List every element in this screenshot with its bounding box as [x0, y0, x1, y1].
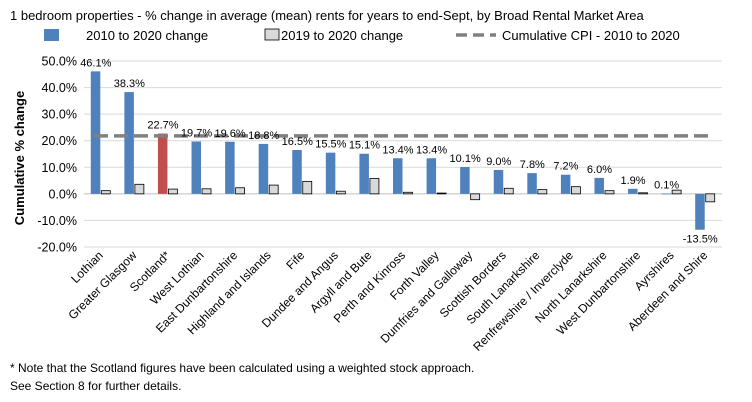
bar-2019-2020 — [470, 193, 481, 201]
y-tick-label: 20.0% — [42, 134, 77, 148]
axes: -20.0% -10.0% 0.0% 10.0% 20.0% 30.0% 40.0% 50.0… — [37, 55, 722, 255]
bar-2019-2020 — [201, 188, 212, 195]
bar-2019-2020 — [235, 187, 246, 195]
y-axis-label: Cumulative % change — [12, 91, 27, 225]
y-tick-label: 10.0% — [42, 161, 77, 175]
bar-2010-2020 — [527, 173, 537, 194]
legend-label-2010-2020: 2010 to 2020 change — [86, 28, 208, 43]
bar-2019-2020 — [570, 186, 581, 195]
bar-2019-2020 — [638, 192, 648, 195]
bar-2019-2020 — [100, 190, 111, 195]
legend: 2010 to 2020 change 2019 to 2020 change Cu… — [44, 28, 680, 43]
y-tick-label: -20.0% — [37, 241, 77, 255]
y-tick-label: 50.0% — [42, 55, 77, 69]
bar-2010-2020 — [560, 174, 571, 194]
bar-2010-2020 — [90, 71, 101, 194]
bar-2010-2020 — [191, 141, 202, 194]
legend-label-2019-2020: 2019 to 2020 change — [281, 28, 403, 43]
bar-2010-2020 — [225, 141, 235, 194]
y-tick-label: 0.0% — [49, 187, 78, 201]
bar-2010-2020 — [292, 150, 302, 194]
bar-2019-2020 — [168, 188, 178, 195]
data-label: 19.7% — [181, 128, 212, 140]
data-label: 10.1% — [450, 153, 481, 165]
data-label: 7.2% — [553, 161, 578, 173]
y-tick-label: -10.0% — [37, 214, 77, 228]
bar-2019-2020 — [335, 190, 346, 195]
data-label: 15.5% — [315, 139, 346, 151]
bar-2010-2020 — [393, 158, 403, 194]
data-label: 22.7% — [147, 120, 178, 132]
bars — [90, 71, 716, 230]
bar-2010-2020 — [460, 167, 470, 194]
bar-2019-2020 — [134, 183, 145, 195]
bar-2010-2020 — [594, 177, 604, 194]
bar-2019-2020 — [671, 189, 682, 195]
bar-2019-2020 — [604, 190, 615, 195]
bar-2019-2020 — [302, 180, 313, 195]
data-label: 13.4% — [416, 144, 447, 156]
bar-2010-2020 — [426, 158, 437, 194]
bar-2010-2020 — [695, 193, 705, 230]
bar-2019-2020 — [705, 193, 716, 203]
gridlines — [84, 60, 722, 248]
bar-2010-2020 — [661, 193, 672, 195]
bar-2010-2020 — [628, 188, 638, 194]
data-label: 7.8% — [520, 159, 545, 171]
bar-2019-2020 — [403, 191, 413, 195]
data-label: 0.1% — [654, 180, 679, 192]
data-label: 18.8% — [248, 130, 279, 142]
data-label: 9.0% — [486, 156, 511, 168]
bar-2019-2020 — [537, 189, 548, 195]
bar-2010-2020 — [359, 153, 369, 194]
data-labels: 46.1%38.3% 22.7%19.7% 19.6% 18.8%16.5% 15.5%… — [80, 57, 718, 245]
footnote-section: See Section 8 for further details. — [10, 379, 182, 393]
bar-2010-2020 — [325, 152, 336, 194]
bar-2010-2020 — [258, 143, 269, 194]
bar-2019-2020 — [436, 192, 447, 195]
legend-swatch-2010-2020 — [44, 29, 59, 41]
bar-2019-2020 — [268, 184, 279, 195]
legend-label-cpi: Cumulative CPI - 2010 to 2020 — [502, 28, 680, 43]
chart-title: 1 bedroom properties - % change in avera… — [10, 8, 644, 23]
bar-2010-2020 — [157, 133, 168, 194]
data-label: 1.9% — [621, 175, 646, 187]
data-label: 13.4% — [382, 144, 413, 156]
footnote-scotland: * Note that the Scotland figures have be… — [10, 361, 475, 375]
bar-2010-2020 — [493, 169, 504, 194]
y-tick-label: 30.0% — [42, 108, 77, 122]
data-label: 38.3% — [114, 78, 145, 90]
bar-2010-2020 — [124, 92, 134, 194]
bar-2019-2020 — [369, 178, 380, 195]
data-label: 15.1% — [349, 140, 380, 152]
category-label: Fife — [283, 248, 307, 272]
data-label: 46.1% — [80, 57, 111, 69]
data-label: 19.6% — [215, 128, 246, 140]
y-tick-label: 40.0% — [42, 81, 77, 95]
data-label: -13.5% — [683, 234, 718, 246]
legend-swatch-2019-2020 — [264, 28, 280, 41]
data-label: 16.5% — [282, 136, 313, 148]
bar-2019-2020 — [503, 187, 514, 195]
data-label: 6.0% — [587, 164, 612, 176]
